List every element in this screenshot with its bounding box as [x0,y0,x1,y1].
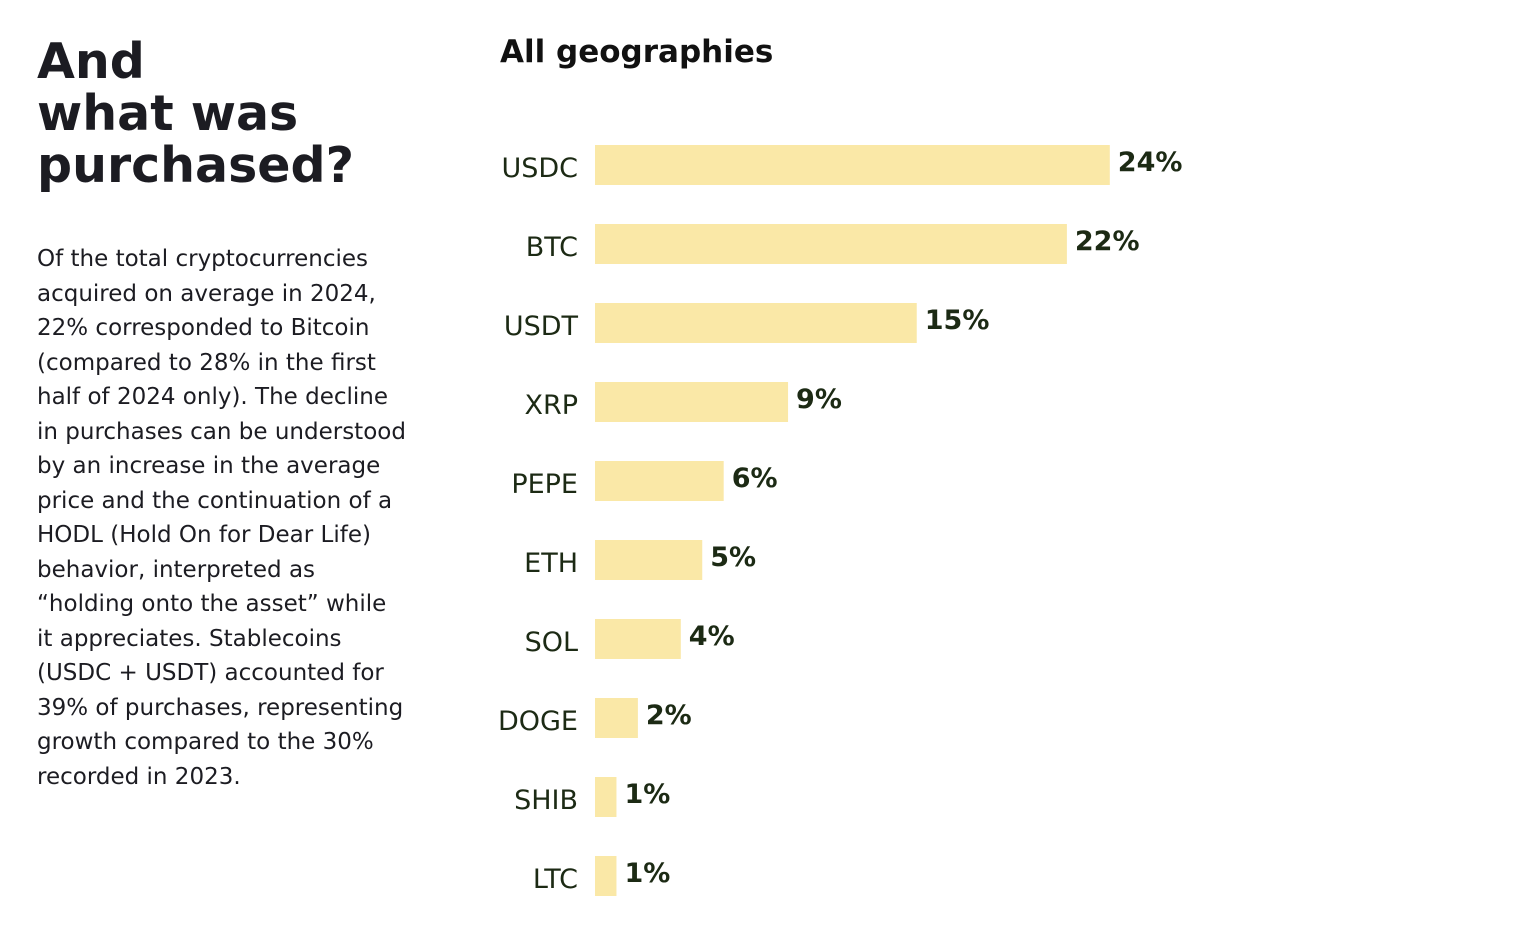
bar-pepe [595,461,724,501]
value-label: 24% [1118,147,1183,178]
bar-eth [595,540,703,580]
category-label: SOL [525,627,578,658]
value-label: 22% [1075,226,1140,257]
value-label: 15% [925,305,990,336]
chart-title: All geographies [500,34,774,70]
bar-usdt [595,303,917,343]
category-label: PEPE [511,469,578,500]
value-label: 4% [689,621,735,652]
bar-usdc [595,145,1110,185]
category-label: ETH [524,548,578,579]
bar-xrp [595,382,789,422]
bar-doge [595,698,638,738]
category-label: DOGE [498,706,578,737]
value-label: 6% [732,463,778,494]
intro-paragraph: Of the total cryptocurrencies acquired o… [37,246,406,790]
category-label: LTC [533,864,578,895]
category-label: BTC [526,232,578,263]
value-label: 2% [646,700,692,731]
value-label: 1% [624,779,670,810]
bar-sol [595,619,681,659]
bar-shib [595,777,617,817]
category-label: USDC [501,153,578,184]
category-label: XRP [524,390,578,421]
category-label: USDT [504,311,579,342]
category-label: SHIB [514,785,578,816]
page-heading: And what was purchased? [37,33,355,194]
value-label: 5% [710,542,756,573]
bar-btc [595,224,1067,264]
bar-ltc [595,856,617,896]
value-label: 9% [796,384,842,415]
value-label: 1% [624,858,670,889]
